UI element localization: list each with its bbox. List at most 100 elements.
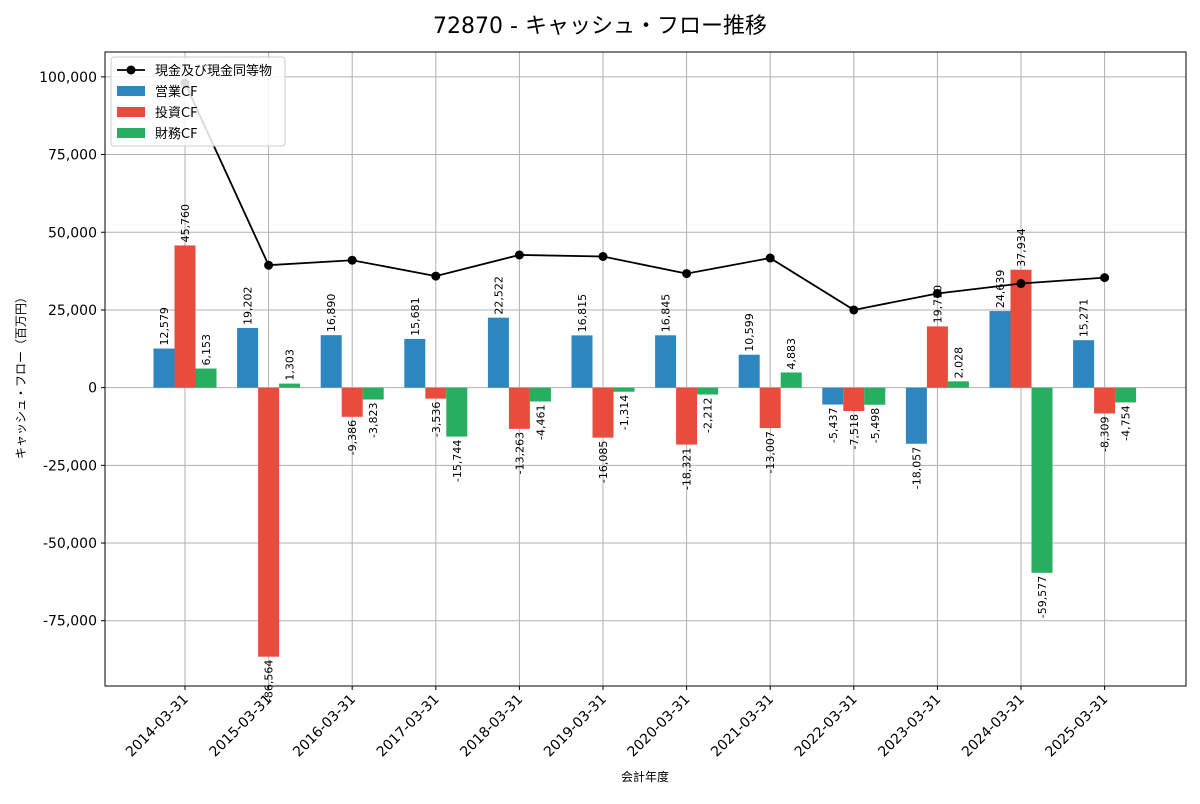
x-tick-label: 2017-03-31 — [374, 692, 443, 761]
x-tick-label: 2014-03-31 — [123, 692, 192, 761]
data-label: -15,744 — [451, 440, 464, 482]
data-label: 37,934 — [1015, 228, 1028, 267]
data-label: 1,303 — [284, 349, 297, 381]
legend-swatch — [117, 86, 145, 96]
data-label: 16,890 — [325, 294, 338, 333]
data-label: 10,599 — [743, 313, 756, 352]
bar — [341, 387, 363, 417]
data-label: -16,085 — [597, 441, 610, 483]
bar — [153, 348, 175, 388]
data-label: -5,437 — [827, 408, 840, 443]
cash-point — [347, 255, 357, 265]
plot-frame — [104, 51, 1187, 687]
bar — [404, 338, 426, 388]
bar — [697, 387, 719, 395]
bar — [947, 381, 969, 388]
data-label: -3,536 — [430, 402, 443, 437]
y-tick-label: 75,000 — [48, 148, 97, 164]
x-tick-label: 2021-03-31 — [708, 692, 777, 761]
y-tick-label: 50,000 — [48, 225, 97, 241]
bar — [843, 387, 865, 412]
chart-title: 72870 - キャッシュ・フロー推移 — [433, 14, 767, 39]
bar — [676, 387, 698, 445]
cash-line — [184, 82, 1105, 311]
legend-swatch — [117, 128, 145, 138]
bar — [759, 387, 781, 429]
bar — [926, 326, 948, 388]
data-label: 24,639 — [994, 270, 1007, 309]
cash-point — [1100, 273, 1110, 283]
data-label: -18,057 — [910, 447, 923, 489]
data-label: -4,461 — [534, 405, 547, 440]
bar — [508, 387, 530, 429]
data-label: -7,518 — [848, 414, 861, 449]
data-label: 16,815 — [576, 294, 589, 333]
cash-point — [682, 269, 692, 279]
bar — [258, 387, 280, 657]
bar — [279, 383, 301, 388]
y-tick-label: 0 — [88, 381, 97, 397]
bar — [613, 387, 635, 392]
legend-label: 営業CF — [155, 84, 198, 100]
x-tick-label: 2023-03-31 — [875, 692, 944, 761]
data-label: 15,271 — [1078, 299, 1091, 338]
x-tick-label: 2016-03-31 — [290, 692, 359, 761]
data-label: -13,007 — [764, 431, 777, 473]
cash-point — [431, 271, 441, 281]
bar — [174, 245, 196, 388]
legend-label: 現金及び現金同等物 — [155, 63, 272, 79]
data-label: -59,577 — [1036, 576, 1049, 618]
bar — [905, 387, 927, 444]
data-label: -9,386 — [346, 420, 359, 455]
data-label: -8,309 — [1099, 416, 1112, 451]
data-label: 6,153 — [200, 334, 213, 366]
bar — [989, 311, 1011, 388]
bar — [1094, 387, 1116, 414]
legend-box — [110, 56, 286, 147]
cash-point — [514, 250, 524, 260]
bar — [864, 387, 886, 405]
cash-point — [598, 251, 608, 261]
bar — [571, 335, 593, 388]
bar — [1031, 387, 1053, 573]
y-axis-label: キャッシュ・フロー（百万円） — [14, 291, 28, 459]
bar — [195, 368, 217, 388]
bar — [822, 387, 844, 405]
bar — [425, 387, 447, 399]
x-tick-label: 2015-03-31 — [207, 692, 276, 761]
data-label: -13,263 — [513, 432, 526, 474]
data-label: -2,212 — [702, 398, 715, 433]
bar — [362, 387, 384, 400]
bar — [780, 372, 802, 388]
cash-point — [264, 260, 274, 270]
data-label: -3,823 — [367, 403, 380, 438]
data-label: 15,681 — [409, 297, 422, 336]
cash-point — [849, 305, 859, 315]
bar — [446, 387, 468, 437]
legend-swatch — [117, 107, 145, 117]
data-label: 45,760 — [179, 204, 192, 243]
bar — [592, 387, 614, 438]
bar — [1115, 387, 1137, 403]
data-label: 16,845 — [660, 294, 673, 333]
data-label: 12,579 — [158, 307, 171, 346]
y-tick-label: 25,000 — [48, 303, 97, 319]
legend-label: 投資CF — [155, 105, 198, 121]
bar — [237, 327, 259, 388]
bar — [487, 317, 509, 388]
bar — [655, 335, 677, 388]
data-label: 19,202 — [242, 286, 255, 325]
cash-point — [1016, 279, 1026, 289]
y-tick-label: -75,000 — [43, 614, 97, 630]
legend-label: 財務CF — [155, 127, 198, 142]
x-axis-label: 会計年度 — [621, 769, 669, 784]
bar — [1010, 269, 1032, 388]
data-label: 2,028 — [952, 347, 965, 379]
data-label: -86,564 — [263, 660, 276, 702]
y-tick-label: -25,000 — [43, 458, 97, 474]
legend-marker — [126, 65, 136, 75]
bar — [1073, 340, 1095, 388]
